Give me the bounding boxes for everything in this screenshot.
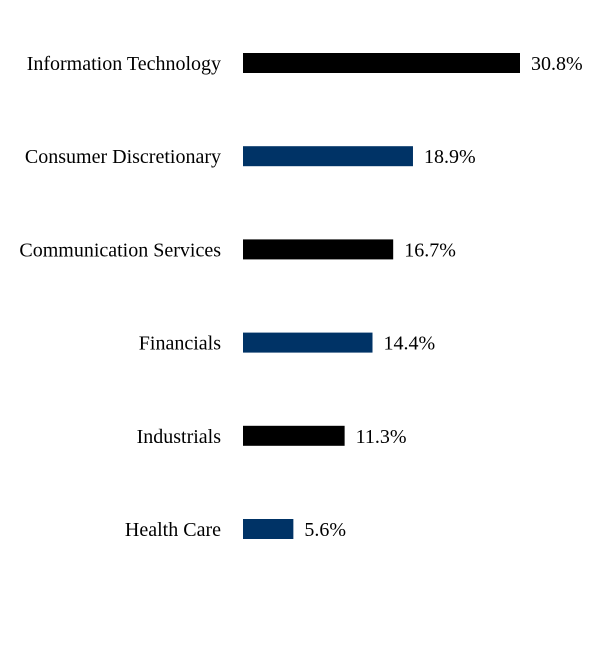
- value-label: 14.4%: [384, 333, 436, 355]
- bar-0: [243, 53, 520, 73]
- category-label: Consumer Discretionary: [25, 146, 221, 168]
- value-label: 30.8%: [531, 53, 583, 75]
- bar-1: [243, 146, 413, 167]
- bars-layer: [243, 53, 520, 539]
- category-label: Communication Services: [19, 239, 221, 261]
- category-label: Information Technology: [27, 53, 221, 75]
- labels-layer: Information Technology 30.8% Consumer Disc…: [19, 53, 582, 541]
- category-label: Health Care: [125, 519, 221, 541]
- category-label: Financials: [139, 333, 221, 355]
- bar-2: [243, 239, 394, 260]
- value-label: 11.3%: [356, 426, 407, 448]
- bar-5: [243, 519, 294, 539]
- value-label: 16.7%: [404, 239, 456, 261]
- value-label: 18.9%: [424, 146, 476, 168]
- bar-4: [243, 425, 345, 446]
- bar-3: [243, 332, 373, 353]
- value-label: 5.6%: [304, 519, 346, 541]
- category-label: Industrials: [137, 426, 222, 448]
